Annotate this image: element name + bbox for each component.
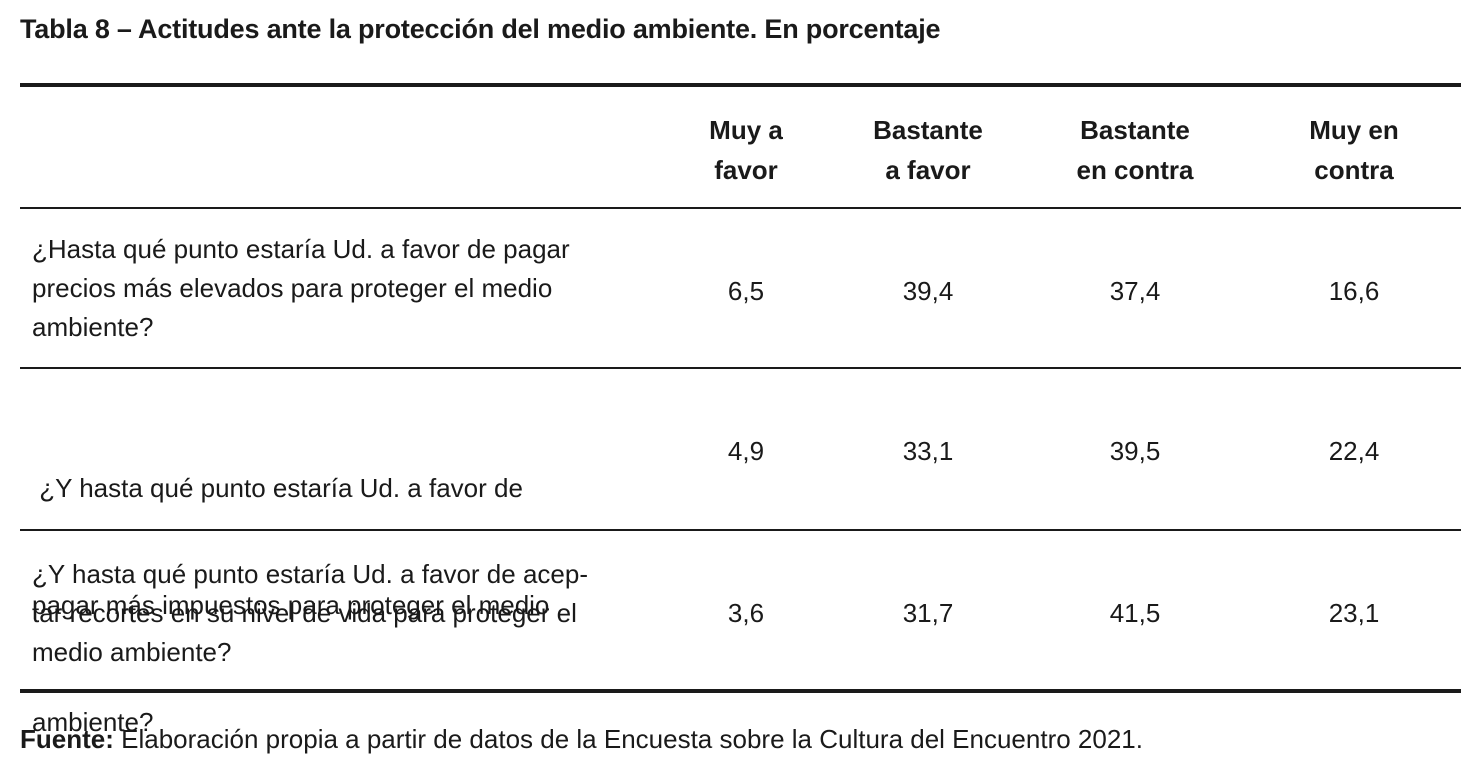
column-header-line: Muy en bbox=[1309, 115, 1399, 145]
value-bastante-a-favor: 39,4 bbox=[902, 276, 954, 306]
value-bastante-a-favor: 31,7 bbox=[902, 598, 954, 628]
value-bastante-en-contra: 37,4 bbox=[1109, 276, 1161, 306]
column-header-line: Bastante bbox=[1080, 115, 1190, 145]
table-title: Tabla 8 – Actitudes ante la protección d… bbox=[20, 14, 941, 44]
value-bastante-a-favor: 33,1 bbox=[902, 436, 954, 466]
question-line: tar recortes en su nivel de vida para pr… bbox=[32, 598, 577, 628]
value-muy-en-contra: 23,1 bbox=[1328, 598, 1380, 628]
top-rule bbox=[20, 83, 1461, 87]
column-header-muy-en-contra: Muy en contra bbox=[1264, 110, 1444, 190]
table-row-question: ¿Hasta qué punto estaría Ud. a favor de … bbox=[32, 230, 662, 347]
value-bastante-en-contra: 41,5 bbox=[1109, 598, 1161, 628]
question-line: pagar más impuestos para proteger el med… bbox=[32, 590, 550, 620]
question-line: ¿Hasta qué punto estaría Ud. a favor de … bbox=[32, 234, 570, 264]
question-line: ambiente? bbox=[32, 707, 154, 737]
column-header-muy-a-favor: Muy a favor bbox=[656, 110, 836, 190]
column-header-line: Bastante bbox=[873, 115, 983, 145]
value-muy-en-contra: 16,6 bbox=[1328, 276, 1380, 306]
source-label: Fuente: bbox=[20, 724, 114, 754]
column-header-line: Muy a bbox=[709, 115, 783, 145]
question-line: ambiente? bbox=[32, 312, 154, 342]
column-header-line: favor bbox=[714, 155, 778, 185]
column-header-bastante-a-favor: Bastante a favor bbox=[838, 110, 1018, 190]
question-line: medio ambiente? bbox=[32, 637, 232, 667]
value-bastante-en-contra: 39,5 bbox=[1109, 436, 1161, 466]
source-text: Elaboración propia a partir de datos de … bbox=[113, 724, 1143, 754]
column-header-bastante-en-contra: Bastante en contra bbox=[1045, 110, 1225, 190]
column-header-line: a favor bbox=[885, 155, 971, 185]
bottom-rule bbox=[20, 689, 1461, 693]
question-line: precios más elevados para proteger el me… bbox=[32, 273, 553, 303]
row-rule bbox=[20, 529, 1461, 531]
question-line: ¿Y hasta qué punto estaría Ud. a favor d… bbox=[32, 559, 588, 589]
row-rule bbox=[20, 367, 1461, 369]
question-line: ¿Y hasta qué punto estaría Ud. a favor d… bbox=[32, 473, 523, 503]
value-muy-a-favor: 6,5 bbox=[727, 276, 765, 306]
table-row-question: ¿Y hasta qué punto estaría Ud. a favor d… bbox=[32, 555, 662, 672]
header-rule bbox=[20, 207, 1461, 209]
value-muy-a-favor: 3,6 bbox=[727, 598, 765, 628]
value-muy-a-favor: 4,9 bbox=[727, 436, 765, 466]
value-muy-en-contra: 22,4 bbox=[1328, 436, 1380, 466]
column-header-line: en contra bbox=[1076, 155, 1194, 185]
source-note: Fuente: Elaboración propia a partir de d… bbox=[20, 724, 1143, 755]
column-header-line: contra bbox=[1314, 155, 1394, 185]
table-row-question: ¿Y hasta qué punto estaría Ud. a favor d… bbox=[32, 391, 662, 781]
